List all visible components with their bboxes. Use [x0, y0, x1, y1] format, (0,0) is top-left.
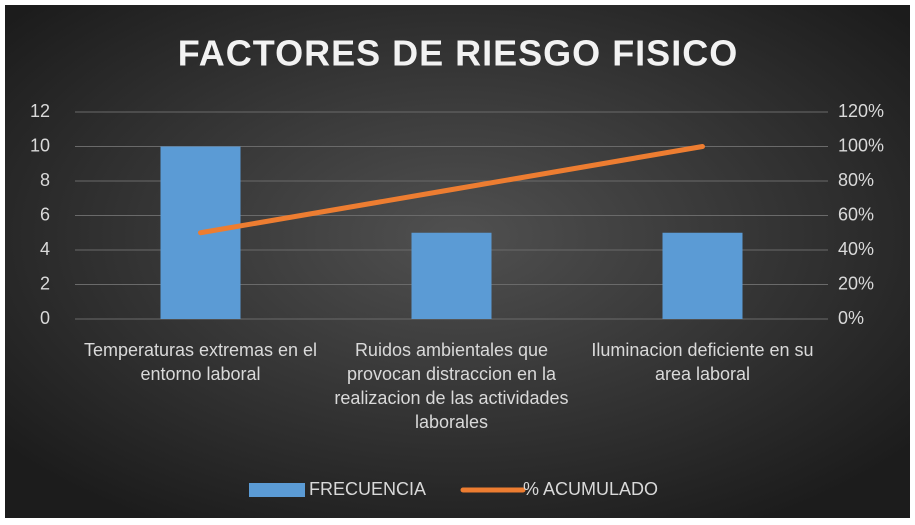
y-tick-label: 8 — [40, 170, 50, 190]
y-tick-label: 6 — [40, 204, 50, 224]
y2-tick-label: 60% — [838, 204, 874, 224]
line — [198, 144, 705, 236]
y-tick-label: 0 — [40, 308, 50, 328]
x-tick-label: Iluminacion deficiente en su area labora… — [591, 340, 814, 384]
bar — [662, 232, 743, 319]
y-tick-label: 12 — [30, 101, 50, 121]
y2-tick-label: 20% — [838, 273, 874, 293]
y2-tick-label: 40% — [838, 239, 874, 259]
legend-swatch — [249, 483, 305, 497]
legend-label: FRECUENCIA — [309, 479, 426, 499]
bar — [411, 232, 492, 319]
chart-title: FACTORES DE RIESGO FISICO — [178, 33, 738, 74]
y-tick-label: 10 — [30, 135, 50, 155]
y2-tick-label: 100% — [838, 135, 884, 155]
y2-tick-label: 120% — [838, 101, 884, 121]
y2-tick-label: 80% — [838, 170, 874, 190]
x-tick-label: Ruidos ambientales que provocan distracc… — [334, 340, 569, 432]
x-tick-label: Temperaturas extremas en el entorno labo… — [83, 340, 318, 384]
legend-label: % ACUMULADO — [523, 479, 658, 499]
y-tick-label: 2 — [40, 273, 50, 293]
y2-tick-label: 0% — [838, 308, 864, 328]
y-tick-label: 4 — [40, 239, 50, 259]
